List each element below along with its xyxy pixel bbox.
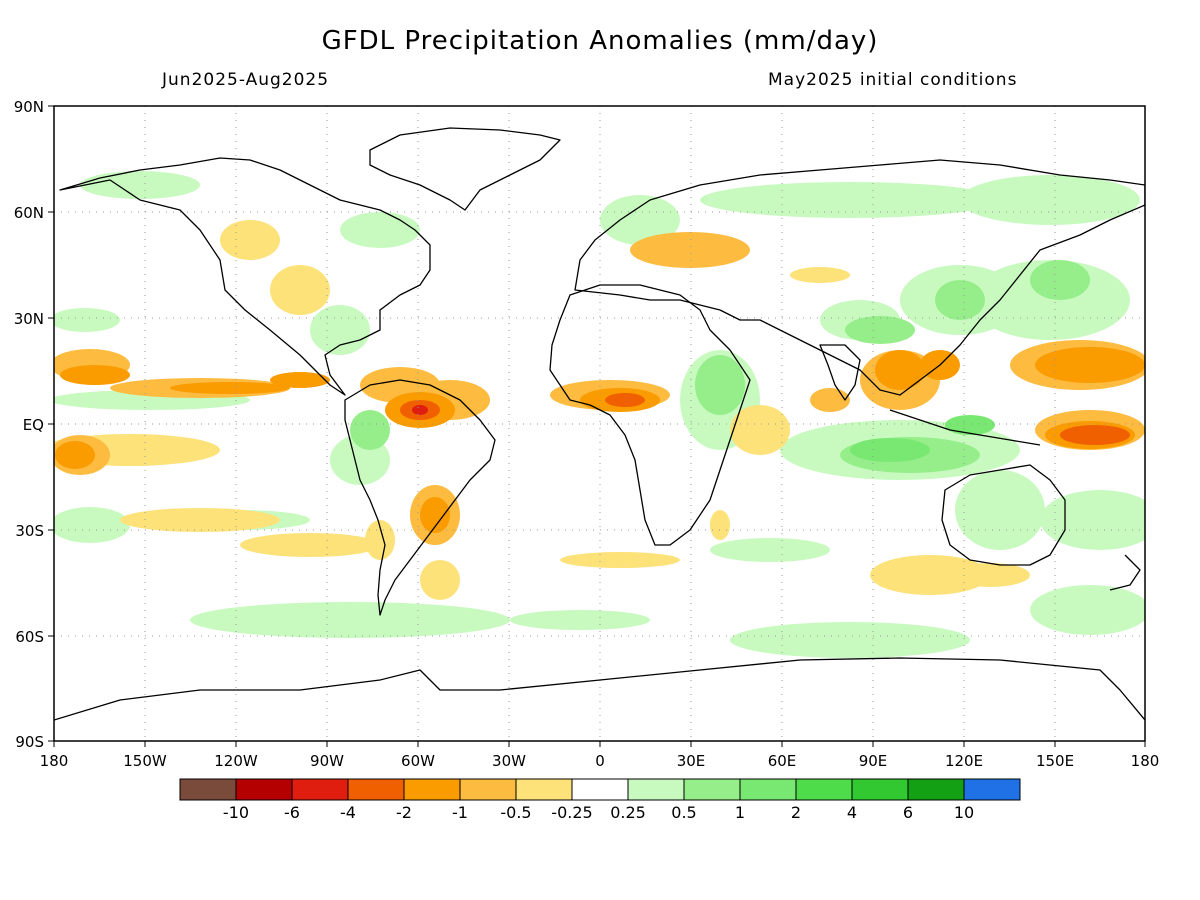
- dry-slight-areas: [54, 220, 1030, 600]
- lon-label: 180: [40, 752, 69, 770]
- lon-label: 90W: [310, 752, 344, 770]
- coastlines: [54, 127, 1145, 721]
- colorbar-swatch: [291, 778, 349, 801]
- colorbar-label: -0.25: [551, 803, 592, 822]
- lon-label: 60E: [768, 752, 797, 770]
- lon-label: 150W: [123, 752, 167, 770]
- indonesia-coast: [889, 409, 1041, 446]
- colorbar-swatch: [795, 778, 853, 801]
- colorbar-label: -6: [284, 803, 300, 822]
- colorbar: [179, 778, 1021, 801]
- lat-label: 30N: [14, 310, 44, 328]
- colorbar-swatch: [571, 778, 629, 801]
- colorbar-swatch: [347, 778, 405, 801]
- colorbar-label: -10: [223, 803, 249, 822]
- lon-label: 30W: [492, 752, 526, 770]
- forecast-period: Jun2025-Aug2025: [162, 70, 330, 90]
- colorbar-swatch: [235, 778, 293, 801]
- lon-label: 30E: [677, 752, 706, 770]
- initial-conditions: May2025 initial conditions: [768, 70, 1018, 90]
- colorbar-label: -0.5: [500, 803, 531, 822]
- lat-label: 30S: [15, 522, 44, 540]
- lon-label: 60W: [401, 752, 435, 770]
- lon-label: 120W: [214, 752, 258, 770]
- colorbar-label: -1: [452, 803, 468, 822]
- colorbar-label: -4: [340, 803, 356, 822]
- new-zealand-coast: [1109, 554, 1141, 591]
- lon-label: 150E: [1036, 752, 1074, 770]
- north-america-coast: [59, 157, 431, 396]
- dry-strong-areas: [412, 405, 428, 415]
- colorbar-labels: -10 -6 -4 -2 -1 -0.5 -0.25 0.25 0.5 1 2 4 6 10: [223, 803, 974, 822]
- lat-label: EQ: [23, 416, 44, 434]
- colorbar-swatch: [515, 778, 573, 801]
- south-america-coast: [344, 379, 496, 616]
- lat-label: 90S: [15, 733, 44, 751]
- lon-label: 90E: [859, 752, 888, 770]
- longitude-labels: 180 150W 120W 90W 60W 30W 0 30E 60E 90E …: [40, 752, 1160, 770]
- colorbar-label: -2: [396, 803, 412, 822]
- colorbar-label: 6: [903, 803, 913, 822]
- lon-label: 180: [1131, 752, 1160, 770]
- colorbar-swatch: [851, 778, 909, 801]
- lon-label: 120E: [945, 752, 983, 770]
- graticule: [54, 106, 1145, 741]
- colorbar-swatch: [627, 778, 685, 801]
- lat-label: 60S: [15, 628, 44, 646]
- colorbar-swatch: [403, 778, 461, 801]
- lat-label: 60N: [14, 204, 44, 222]
- colorbar-label: 0.5: [671, 803, 696, 822]
- colorbar-swatch: [963, 778, 1021, 801]
- colorbar-swatch: [179, 778, 237, 801]
- colorbar-label: 0.25: [610, 803, 646, 822]
- antarctica-coast: [54, 657, 1145, 721]
- eurasia-coast: [574, 159, 1145, 396]
- colorbar-label: 4: [847, 803, 857, 822]
- africa-coast: [549, 284, 751, 546]
- anomaly-field: [54, 106, 1145, 741]
- axis-ticks: [48, 105, 1146, 747]
- lat-label: 90N: [14, 98, 44, 116]
- map-title: GFDL Precipitation Anomalies (mm/day): [321, 26, 879, 56]
- wet-areas: [850, 415, 995, 462]
- colorbar-label: 10: [954, 803, 974, 822]
- colorbar-swatch: [739, 778, 797, 801]
- colorbar-swatch: [683, 778, 741, 801]
- lon-label: 0: [595, 752, 605, 770]
- greenland-coast: [369, 127, 561, 211]
- australia-coast: [941, 464, 1066, 566]
- india-coast: [819, 344, 861, 401]
- colorbar-label: 2: [791, 803, 801, 822]
- colorbar-swatch: [459, 778, 517, 801]
- colorbar-swatch: [907, 778, 965, 801]
- colorbar-label: 1: [735, 803, 745, 822]
- latitude-labels: 90N 60N 30N EQ 30S 60S 90S: [14, 98, 44, 751]
